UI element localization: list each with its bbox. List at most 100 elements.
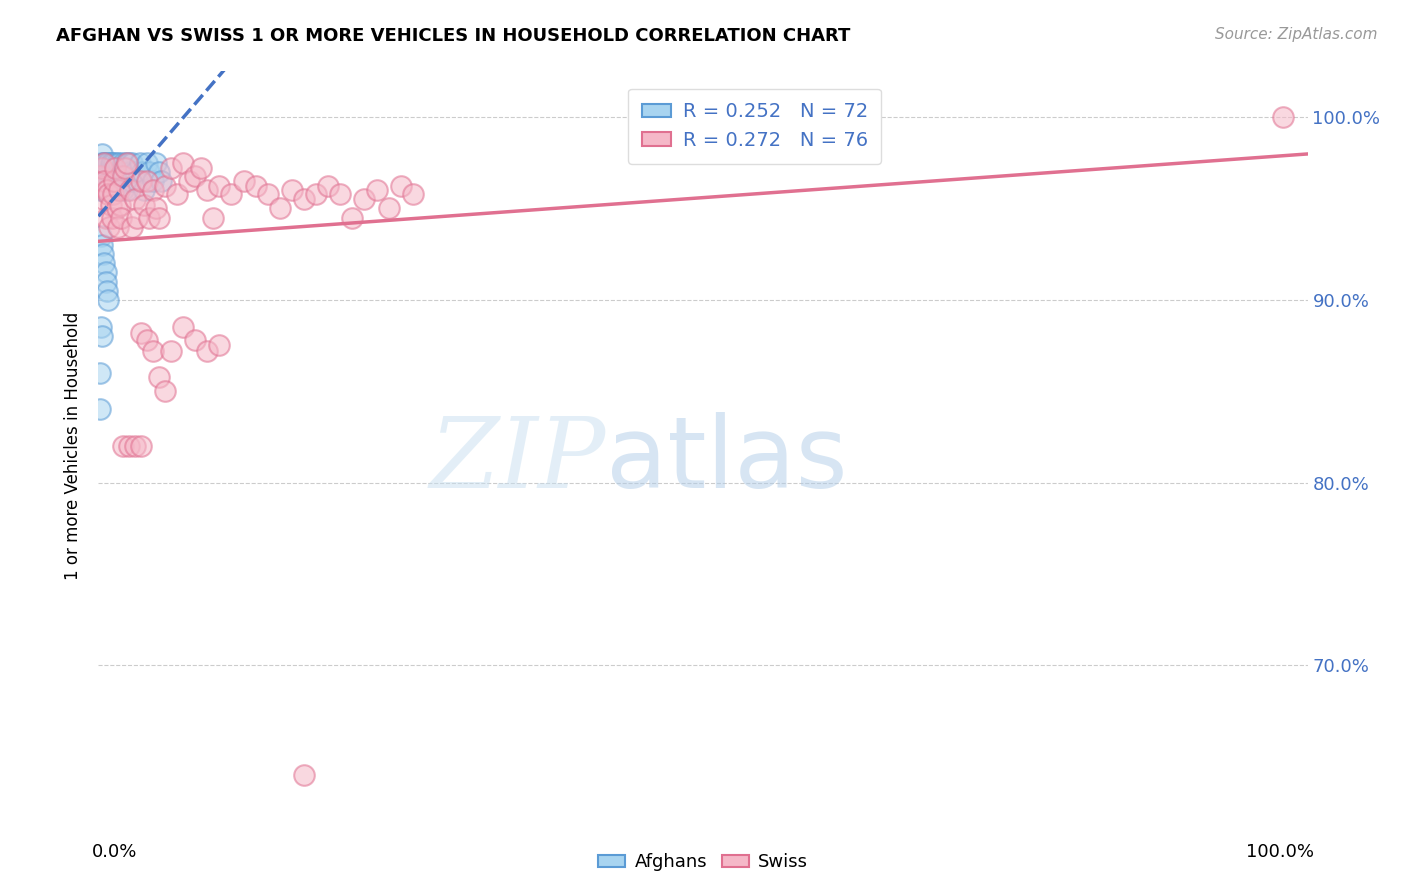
Point [94,211,117,225]
Point [195,183,218,197]
Point [97,183,120,197]
Point [329,186,352,201]
Legend: R = 0.252   N = 72, R = 0.272   N = 76: R = 0.252 N = 72, R = 0.272 N = 76 [628,88,882,163]
Point [89,402,111,417]
Text: AFGHAN VS SWISS 1 OR MORE VEHICLES IN HOUSEHOLD CORRELATION CHART: AFGHAN VS SWISS 1 OR MORE VEHICLES IN HO… [56,27,851,45]
Point [221,186,243,201]
Point [89,169,111,183]
Point [245,179,267,194]
Point [124,439,146,453]
Point [108,183,131,197]
Point [90,179,112,194]
Point [105,155,128,169]
Point [105,183,128,197]
Point [232,174,254,188]
Point [108,155,131,169]
Point [142,343,165,358]
Point [145,155,167,169]
Point [153,179,176,194]
Point [93,256,115,270]
Point [104,161,127,176]
Point [1272,110,1295,124]
Point [94,275,117,289]
Point [129,326,152,340]
Point [91,146,114,161]
Point [93,174,115,188]
Point [105,202,128,216]
Point [108,198,131,212]
Point [135,174,157,188]
Point [377,202,399,216]
Text: 100.0%: 100.0% [1246,843,1313,861]
Point [115,155,138,169]
Point [118,165,141,179]
Point [89,183,111,197]
Point [179,174,201,188]
Point [172,155,194,169]
Point [142,174,165,188]
Point [148,165,170,179]
Point [134,198,156,212]
Point [131,165,153,179]
Point [93,155,115,169]
Point [93,155,115,169]
Point [97,186,120,201]
Point [97,155,120,169]
Point [110,174,132,188]
Point [91,247,114,261]
Point [153,384,176,399]
Point [91,174,114,188]
Point [107,174,129,188]
Point [97,165,120,179]
Point [142,183,165,197]
Point [100,211,122,225]
Point [107,165,129,179]
Point [103,174,125,188]
Text: Source: ZipAtlas.com: Source: ZipAtlas.com [1215,27,1378,42]
Point [111,439,134,453]
Point [91,329,114,343]
Point [93,165,115,179]
Point [128,155,150,169]
Point [90,228,112,243]
Text: 0.0%: 0.0% [93,843,138,861]
Point [103,183,125,197]
Point [98,165,121,179]
Point [281,183,304,197]
Point [114,174,136,188]
Point [97,293,120,307]
Point [135,333,157,347]
Point [104,165,127,179]
Point [91,161,114,176]
Point [96,284,118,298]
Point [292,768,315,782]
Point [256,186,278,201]
Point [145,202,167,216]
Point [121,219,143,234]
Point [148,369,170,384]
Point [101,186,124,201]
Point [96,165,118,179]
Point [353,192,375,206]
Point [124,192,146,206]
Point [98,174,121,188]
Point [202,211,225,225]
Point [184,333,207,347]
Point [134,183,156,197]
Point [89,366,111,380]
Point [100,198,122,212]
Point [135,155,157,169]
Point [389,179,412,194]
Point [100,174,122,188]
Point [108,165,131,179]
Point [138,165,160,179]
Point [111,169,134,183]
Point [91,183,114,197]
Point [101,174,124,188]
Point [127,174,149,188]
Y-axis label: 1 or more Vehicles in Household: 1 or more Vehicles in Household [65,312,83,580]
Point [90,320,112,334]
Point [148,211,170,225]
Point [89,165,111,179]
Point [90,155,112,169]
